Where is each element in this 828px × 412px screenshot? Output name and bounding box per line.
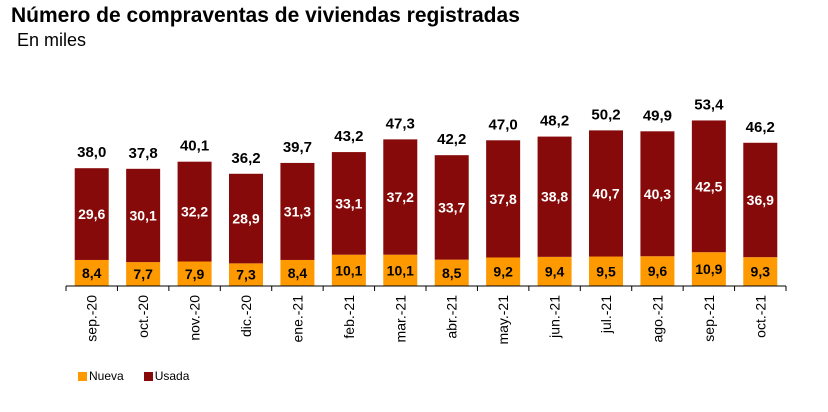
legend-label-usada: Usada — [154, 369, 190, 383]
data-label-nueva: 9,2 — [493, 264, 513, 280]
bar-usada — [486, 140, 521, 258]
x-tick-label: sep.-20 — [84, 295, 100, 342]
bar-usada — [640, 131, 675, 257]
bar-nueva — [126, 262, 161, 286]
data-label-usada: 28,9 — [232, 211, 259, 227]
data-label-nueva: 7,9 — [185, 266, 205, 282]
data-label-nueva: 7,7 — [133, 266, 153, 282]
bar-usada — [74, 168, 109, 260]
bar-nueva — [743, 257, 778, 286]
x-tick-label: mar.-21 — [392, 295, 408, 343]
bar-nueva — [74, 259, 109, 286]
bar-nueva — [691, 252, 726, 286]
data-label-total: 50,2 — [591, 106, 620, 123]
data-label-nueva: 7,3 — [236, 267, 256, 283]
data-label-nueva: 8,4 — [288, 265, 308, 281]
data-label-nueva: 9,4 — [545, 263, 565, 279]
legend-item-usada: Usada — [143, 369, 190, 383]
data-label-usada: 37,2 — [387, 189, 414, 205]
x-tick-label: dic.-20 — [238, 295, 254, 337]
legend-label-nueva: Nueva — [89, 369, 124, 383]
bar-usada — [331, 152, 366, 255]
data-label-total: 49,9 — [643, 107, 672, 124]
bar-usada — [126, 168, 161, 263]
data-label-usada: 37,8 — [490, 191, 517, 207]
bar-usada — [383, 139, 418, 255]
bar-nueva — [640, 256, 675, 286]
legend-swatch-usada — [143, 371, 153, 381]
data-label-nueva: 9,3 — [751, 264, 771, 280]
chart-subtitle: En miles — [17, 30, 87, 50]
bar-nueva — [383, 254, 418, 286]
data-label-nueva: 10,9 — [695, 261, 722, 277]
bar-usada — [691, 120, 726, 253]
x-tick-label: ene.-21 — [289, 295, 305, 343]
data-label-usada: 38,8 — [541, 189, 568, 205]
bar-nueva — [537, 256, 572, 286]
data-label-total: 46,2 — [746, 119, 775, 136]
x-tick-label: feb.-21 — [341, 295, 357, 339]
data-label-nueva: 10,1 — [335, 262, 362, 278]
x-tick-label: ago.-21 — [649, 295, 665, 343]
data-label-usada: 29,6 — [78, 206, 105, 222]
legend-swatch-nueva — [78, 371, 87, 381]
data-label-nueva: 9,5 — [596, 263, 616, 279]
bar-nueva — [486, 257, 521, 286]
data-label-total: 40,1 — [180, 138, 209, 155]
bar-nueva — [229, 263, 263, 286]
data-label-total: 42,2 — [437, 131, 466, 148]
data-label-total: 47,0 — [489, 116, 518, 133]
x-tick-label: sep.-21 — [701, 295, 717, 342]
bar-usada — [743, 142, 778, 258]
data-label-nueva: 8,5 — [442, 265, 462, 281]
chart-title: Número de compraventas de viviendas regi… — [11, 4, 520, 27]
bar-usada — [589, 130, 623, 257]
data-label-usada: 33,1 — [335, 195, 362, 211]
x-tick-label: oct.-21 — [752, 295, 768, 338]
data-label-usada: 32,2 — [181, 204, 208, 220]
data-label-nueva: 8,4 — [82, 265, 102, 281]
bar-nueva — [280, 259, 315, 286]
bar-usada — [537, 136, 572, 257]
bar-nueva — [331, 254, 366, 286]
x-tick-label: jul.-21 — [598, 295, 614, 334]
data-label-usada: 36,9 — [747, 192, 774, 208]
bar-nueva — [434, 259, 469, 286]
data-label-usada: 33,7 — [438, 199, 465, 215]
bar-usada — [229, 173, 263, 264]
data-label-usada: 42,5 — [695, 178, 722, 194]
x-tick-label: jun.-21 — [547, 295, 563, 339]
x-tick-label: abr.-21 — [444, 295, 460, 339]
data-label-total: 53,4 — [694, 96, 724, 113]
x-tick-label: oct.-20 — [135, 295, 151, 338]
data-label-nueva: 9,6 — [648, 263, 668, 279]
data-label-usada: 31,3 — [284, 203, 311, 219]
bar-nueva — [177, 261, 212, 286]
data-label-total: 47,3 — [386, 115, 415, 132]
data-label-usada: 40,3 — [644, 186, 671, 202]
data-label-total: 36,2 — [231, 150, 260, 167]
data-label-total: 48,2 — [540, 113, 569, 130]
bar-usada — [280, 162, 315, 260]
data-label-nueva: 10,1 — [387, 262, 414, 278]
data-label-usada: 30,1 — [130, 207, 157, 223]
x-tick-label: nov.-20 — [187, 295, 203, 341]
bar-nueva — [589, 256, 623, 286]
data-label-total: 37,8 — [129, 145, 158, 162]
data-label-total: 43,2 — [334, 128, 363, 145]
data-label-total: 39,7 — [283, 139, 312, 156]
data-label-usada: 40,7 — [592, 185, 619, 201]
data-label-total: 38,0 — [77, 144, 106, 161]
legend-item-nueva: Nueva — [78, 369, 124, 383]
chart-legend: Nueva Usada — [78, 369, 189, 383]
bar-usada — [177, 161, 212, 262]
bar-usada — [434, 155, 469, 260]
x-tick-label: may.-21 — [495, 295, 511, 345]
